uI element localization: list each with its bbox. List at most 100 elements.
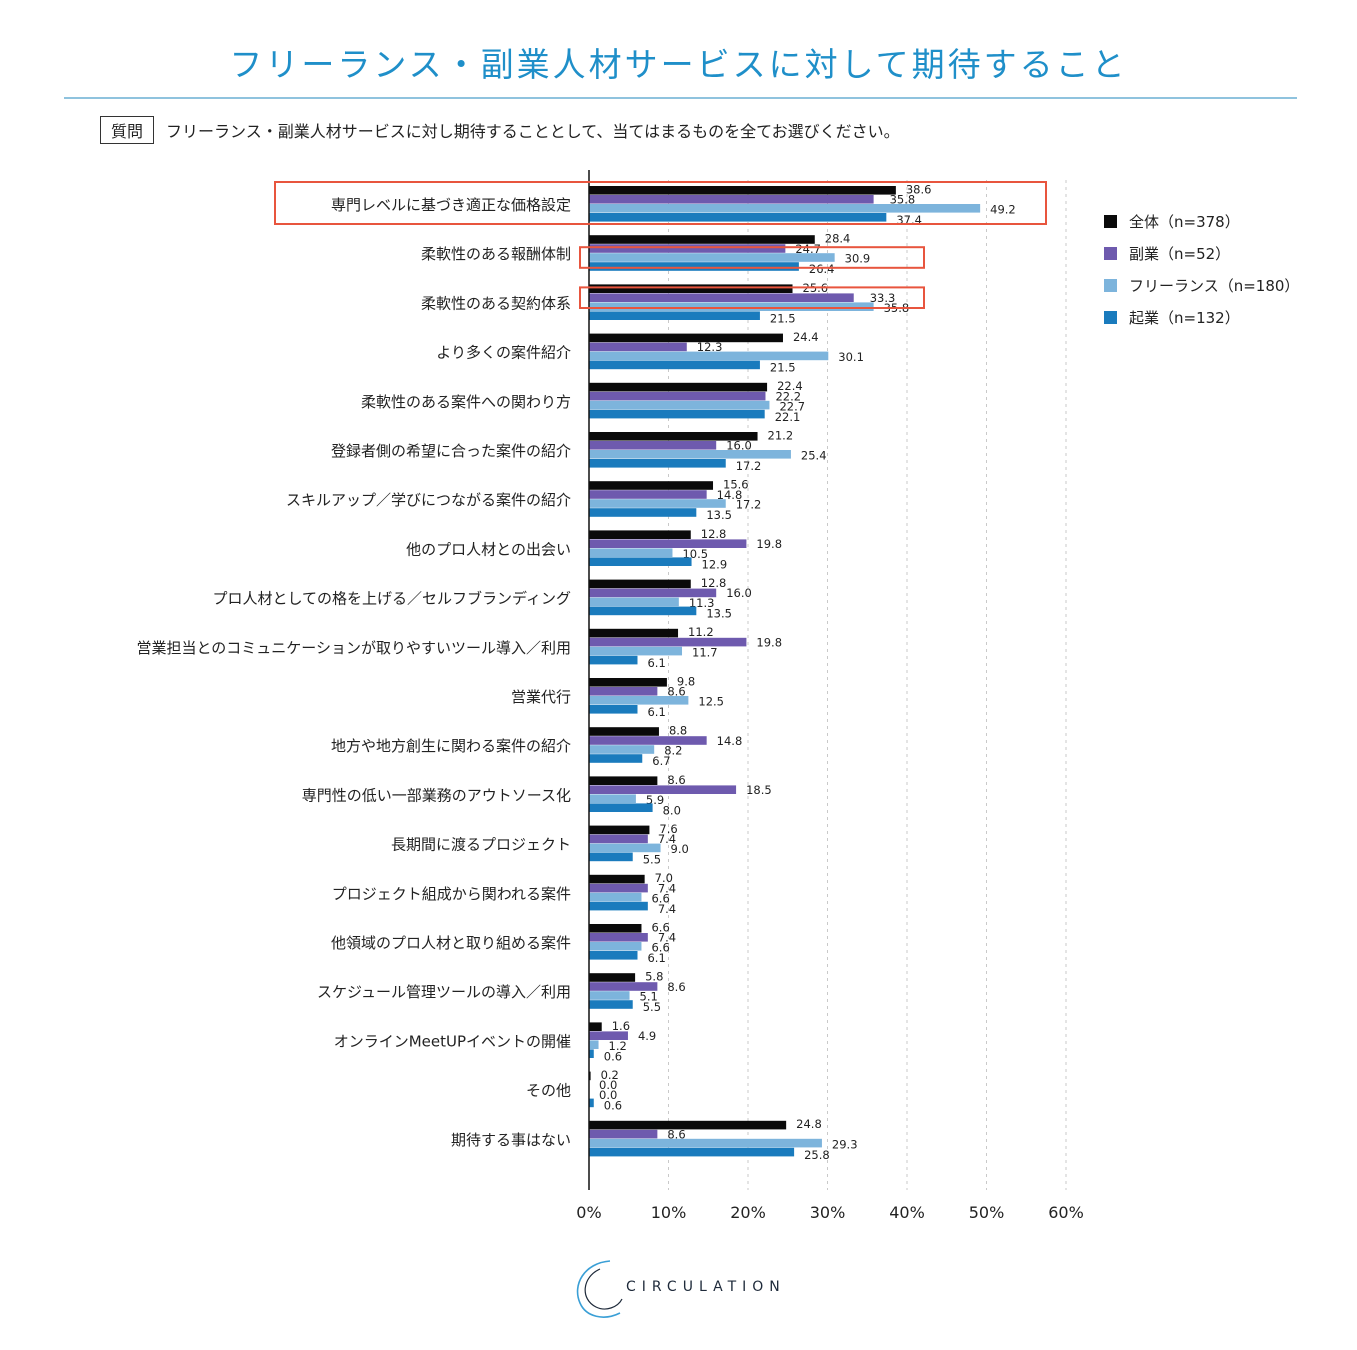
highlight-box — [579, 246, 925, 269]
x-tick-label: 30% — [810, 1203, 846, 1222]
legend-item: 全体（n=378） — [1104, 205, 1299, 237]
data-label: 26.4 — [809, 262, 835, 276]
bar — [589, 883, 648, 893]
bar — [589, 293, 854, 302]
chart-legend: 全体（n=378） 副業（n=52） フリーランス（n=180） 起業（n=13… — [1104, 205, 1299, 333]
bar — [589, 933, 648, 942]
category-label: 期待する事はない — [451, 1131, 571, 1149]
bar — [589, 973, 636, 982]
data-label: 7.4 — [658, 902, 676, 916]
circulation-logo: CIRCULATION — [570, 1255, 800, 1325]
bar — [589, 646, 683, 656]
bar — [589, 1120, 787, 1130]
data-label: 49.2 — [990, 203, 1016, 217]
highlight-box — [579, 286, 925, 309]
bar — [589, 803, 653, 812]
data-label: 22.4 — [777, 379, 803, 393]
bar — [589, 302, 874, 311]
bar — [589, 481, 714, 490]
legend-label: 全体（n=378） — [1129, 212, 1240, 231]
data-label: 7.4 — [658, 881, 676, 895]
bar — [589, 1071, 591, 1081]
data-label: 8.6 — [667, 980, 685, 994]
legend-label: 副業（n=52） — [1129, 244, 1231, 263]
data-label: 30.9 — [845, 252, 871, 266]
data-label: 7.0 — [655, 871, 673, 885]
data-label: 11.2 — [688, 625, 714, 639]
data-label: 14.8 — [717, 488, 743, 502]
bar — [589, 1147, 795, 1157]
bar — [589, 409, 765, 419]
data-label: 8.2 — [664, 744, 682, 758]
data-label: 38.6 — [906, 182, 932, 196]
data-label: 6.6 — [651, 920, 669, 934]
bar — [589, 1138, 822, 1148]
category-label: スケジュール管理ツールの導入／利用 — [317, 983, 571, 1001]
bar — [589, 825, 650, 835]
data-label: 24.8 — [796, 1117, 822, 1131]
bar — [589, 400, 770, 410]
category-label: その他 — [526, 1082, 571, 1100]
category-label: 他領域のプロ人材と取り組める案件 — [331, 934, 571, 952]
data-label: 0.0 — [599, 1088, 617, 1102]
bar — [589, 490, 707, 499]
legend-swatch — [1104, 278, 1117, 292]
data-label: 13.5 — [706, 508, 732, 522]
bar — [589, 204, 981, 213]
logo-text: CIRCULATION — [626, 1279, 786, 1295]
bar — [589, 785, 737, 794]
bar — [589, 235, 815, 244]
data-label: 8.6 — [667, 1127, 685, 1141]
bar — [589, 588, 717, 598]
bar — [589, 834, 648, 844]
category-label: 柔軟性のある報酬体制 — [421, 245, 571, 263]
bar — [589, 924, 642, 933]
data-label: 28.4 — [825, 232, 851, 246]
bar — [589, 450, 791, 459]
bar — [589, 391, 766, 401]
question-tag: 質問 — [100, 116, 155, 144]
bar-chart: 0% 10% 20% 30% 40% 50% 60% 専門レベルに基づき適正な価格設定 38.6… — [136, 170, 1084, 1222]
data-label: 1.6 — [612, 1019, 630, 1033]
category-label: 営業担当とのコミュニケーションが取りやすいツール導入／利用 — [136, 639, 571, 657]
data-label: 0.2 — [601, 1068, 619, 1082]
data-label: 5.8 — [645, 970, 663, 984]
data-label: 29.3 — [832, 1137, 858, 1151]
data-label: 35.8 — [890, 193, 916, 207]
category-label: スキルアップ／学びにつながる案件の紹介 — [286, 491, 571, 509]
legend-swatch — [1104, 246, 1117, 260]
bar — [589, 1098, 594, 1108]
category-label: 他のプロ人材との出会い — [406, 540, 571, 558]
highlight-box — [274, 181, 1047, 225]
category-label: 営業代行 — [511, 688, 571, 706]
bar — [589, 1129, 658, 1139]
data-label: 30.1 — [838, 350, 864, 364]
data-label: 21.5 — [770, 361, 796, 375]
bar — [589, 696, 689, 705]
category-label: より多くの案件紹介 — [436, 344, 571, 362]
data-label: 18.5 — [746, 783, 772, 797]
data-label: 22.2 — [775, 389, 801, 403]
bar — [589, 776, 658, 785]
data-label: 24.4 — [793, 330, 819, 344]
bar — [589, 342, 687, 352]
bar — [589, 499, 726, 508]
bar — [589, 1000, 633, 1009]
category-label: プロ人材としての格を上げる／セルフブランディング — [212, 590, 571, 608]
data-label: 6.1 — [647, 656, 665, 670]
bar — [589, 745, 655, 754]
bar — [589, 794, 636, 803]
x-tick-label: 10% — [651, 1203, 687, 1222]
question-text: フリーランス・副業人材サービスに対し期待することとして、当てはまるものを全てお選… — [166, 122, 900, 141]
bar — [589, 942, 642, 951]
bar — [589, 360, 760, 370]
data-label: 8.8 — [669, 724, 687, 738]
bar — [589, 727, 659, 736]
data-label: 5.1 — [640, 990, 658, 1004]
data-label: 7.4 — [658, 931, 676, 945]
bar — [589, 843, 661, 853]
bar — [589, 530, 691, 539]
x-tick-label: 50% — [969, 1203, 1005, 1222]
bar — [589, 637, 747, 647]
data-label: 0.6 — [604, 1049, 622, 1063]
